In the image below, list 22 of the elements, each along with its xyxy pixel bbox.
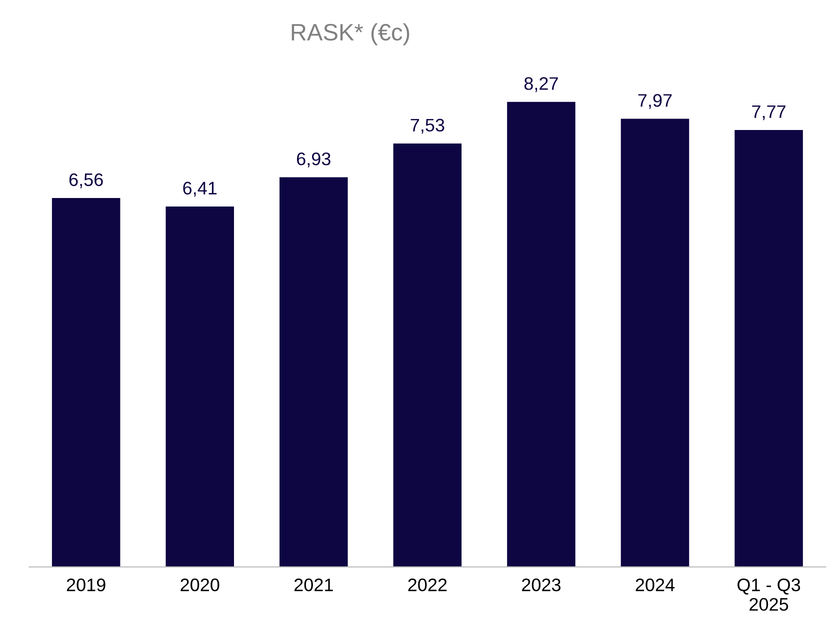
data-label: 6,93 — [296, 152, 330, 168]
bar — [166, 206, 234, 567]
x-tick-label: 2020 — [180, 578, 220, 592]
x-tick-label: Q1 - Q3 2025 — [738, 578, 800, 611]
x-tick-label: 2021 — [294, 578, 333, 592]
bar — [52, 198, 120, 567]
data-label: 8,27 — [524, 77, 558, 92]
data-label: 7,97 — [638, 94, 672, 109]
x-tick-label: 2022 — [408, 578, 447, 592]
x-tick-label: 2019 — [66, 578, 106, 592]
data-label: 7,53 — [410, 118, 444, 134]
bar — [507, 102, 576, 567]
data-label: 6,56 — [69, 173, 103, 188]
data-label: 6,41 — [183, 182, 217, 197]
bar — [620, 118, 690, 567]
data-label: 7,77 — [752, 105, 786, 120]
x-tick-label: 2024 — [636, 578, 675, 592]
bar — [734, 130, 803, 567]
x-tick-label: 2023 — [522, 578, 560, 592]
chart-title: RASK* (€c) — [292, 23, 410, 46]
bar — [280, 177, 348, 567]
bar — [393, 143, 462, 567]
